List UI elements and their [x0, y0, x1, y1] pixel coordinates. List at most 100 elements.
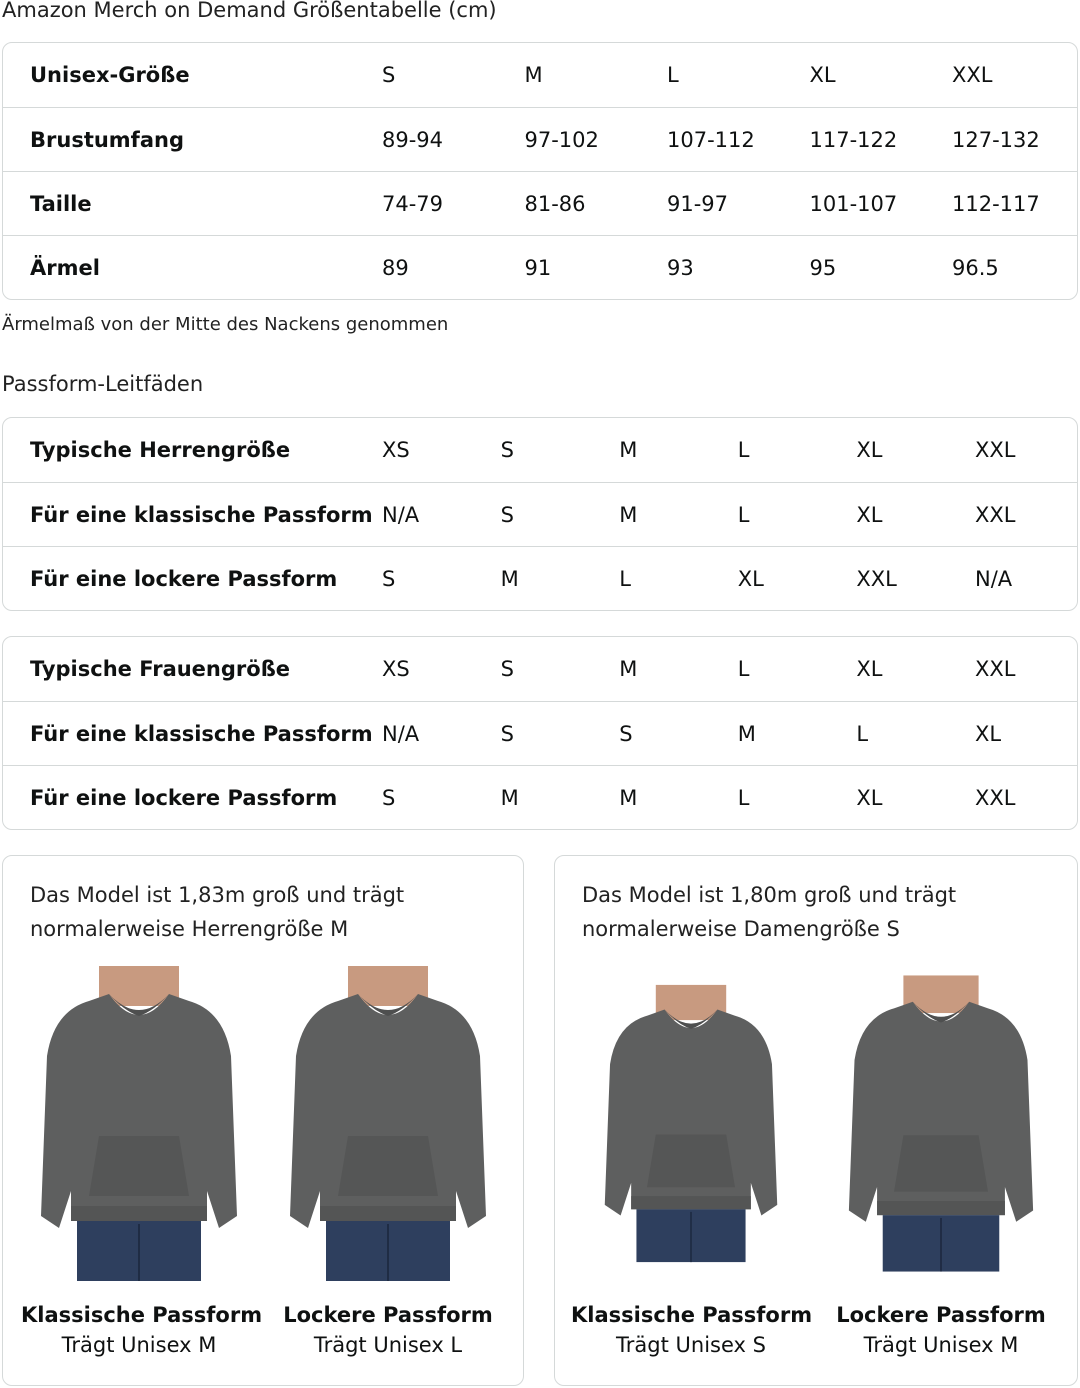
- table-row: Unisex-Größe S M L XL XXL: [3, 43, 1077, 107]
- table-cell: XXL: [975, 785, 1016, 810]
- table-cell: 96.5: [952, 255, 999, 280]
- row-label: Typische Herrengröße: [30, 438, 291, 462]
- table-cell: 91: [524, 255, 552, 280]
- table-cell: 95: [809, 255, 837, 280]
- table-row: Taille 74-79 81-86 91-97 101-107 112-117: [3, 171, 1077, 235]
- table-cell: M: [619, 502, 638, 527]
- table-cell: M: [619, 438, 638, 462]
- wears-label: Trägt Unisex M: [863, 1333, 1019, 1357]
- hoodie-photo: [39, 966, 239, 1281]
- table-cell: XXL: [975, 657, 1016, 681]
- table-cell: L: [737, 438, 750, 462]
- model-description: normalerweise Damengröße S: [582, 917, 900, 941]
- table-cell: L: [667, 63, 679, 87]
- table-cell: XL: [737, 566, 764, 591]
- table-cell: 97-102: [524, 127, 599, 152]
- wears-label: Trägt Unisex S: [616, 1333, 766, 1357]
- row-label: Brustumfang: [30, 127, 184, 152]
- table-cell: M: [500, 785, 519, 810]
- table-cell: XL: [975, 721, 1002, 746]
- table-cell: 117-122: [809, 127, 898, 152]
- model-figure: Lockere Passform Trägt Unisex L: [273, 966, 503, 1357]
- wears-label: Trägt Unisex L: [313, 1333, 463, 1357]
- table-cell: 112-117: [952, 191, 1040, 216]
- table-cell: S: [500, 438, 514, 462]
- table-cell: XXL: [975, 502, 1016, 527]
- table-cell: XXL: [856, 566, 897, 591]
- men-fit-table: Typische Herrengröße XS S M L XL XXL Für eine k…: [2, 417, 1078, 611]
- table-row: Für eine klassische Passform N/A S S M L XL: [3, 701, 1077, 765]
- table-cell: 127-132: [952, 127, 1040, 152]
- row-label: Typische Frauengröße: [30, 657, 291, 681]
- hoodie-photo: [847, 966, 1035, 1281]
- table-row: Typische Frauengröße XS S M L XL XXL: [3, 637, 1077, 701]
- table-row: Typische Herrengröße XS S M L XL XXL: [3, 418, 1077, 482]
- row-label: Für eine klassische Passform: [30, 721, 373, 746]
- table-cell: 107-112: [667, 127, 755, 152]
- table-cell: XL: [856, 438, 883, 462]
- model-card-men: Das Model ist 1,83m groß und trägt normal…: [2, 855, 524, 1386]
- fit-label: Lockere Passform: [283, 1303, 493, 1327]
- table-cell: N/A: [382, 502, 420, 527]
- table-cell: XL: [856, 657, 883, 681]
- table-cell: 93: [667, 255, 694, 280]
- table-cell: 89: [382, 255, 409, 280]
- model-figure: Klassische Passform Trägt Unisex M: [21, 966, 263, 1357]
- table-cell: M: [737, 721, 756, 746]
- table-cell: L: [856, 721, 869, 746]
- model-card-women: Das Model ist 1,80m groß und trägt normal…: [554, 855, 1078, 1386]
- table-cell: N/A: [975, 566, 1013, 591]
- table-cell: M: [524, 63, 543, 87]
- table-row: Für eine lockere Passform S M M L XL XXL: [3, 765, 1077, 829]
- table-cell: S: [382, 566, 396, 591]
- table-cell: L: [737, 785, 750, 810]
- table-cell: M: [619, 657, 638, 681]
- table-row: Brustumfang 89-94 97-102 107-112 117-122 127-…: [3, 107, 1077, 171]
- table-row: Ärmel 89 91 93 95 96.5: [3, 235, 1077, 299]
- row-label: Ärmel: [30, 255, 100, 280]
- table-cell: S: [500, 657, 514, 681]
- table-cell: XXL: [975, 438, 1016, 462]
- row-label: Unisex-Größe: [30, 63, 190, 87]
- table-cell: XL: [856, 785, 883, 810]
- table-cell: 74-79: [382, 191, 444, 216]
- table-cell: 89-94: [382, 127, 444, 152]
- row-label: Taille: [30, 191, 92, 216]
- table-cell: L: [737, 502, 750, 527]
- table-cell: S: [500, 721, 514, 746]
- model-description: normalerweise Herrengröße M: [30, 917, 349, 941]
- table-cell: S: [382, 63, 396, 87]
- model-description: Das Model ist 1,80m groß und trägt: [582, 883, 957, 907]
- table-cell: L: [737, 657, 750, 681]
- wears-label: Trägt Unisex M: [61, 1333, 217, 1357]
- page-title: Amazon Merch on Demand Größentabelle (cm…: [2, 0, 497, 22]
- fit-label: Lockere Passform: [836, 1303, 1046, 1327]
- table-cell: L: [619, 566, 631, 591]
- table-cell: 101-107: [809, 191, 898, 216]
- table-cell: N/A: [382, 721, 420, 746]
- hoodie-photo: [283, 966, 493, 1281]
- table-cell: S: [619, 721, 633, 746]
- sleeve-note: Ärmelmaß von der Mitte des Nackens genom…: [2, 314, 449, 335]
- size-table: Unisex-Größe S M L XL XXL Brustumfang 89-94 97-1…: [2, 42, 1078, 300]
- model-figure: Lockere Passform Trägt Unisex M: [830, 966, 1052, 1357]
- table-cell: S: [500, 502, 514, 527]
- row-label: Für eine klassische Passform: [30, 502, 373, 527]
- table-cell: XS: [382, 438, 410, 462]
- table-row: Für eine klassische Passform N/A S M L XL XXL: [3, 482, 1077, 546]
- fit-guides-heading: Passform-Leitfäden: [2, 372, 204, 396]
- hoodie-photo: [603, 966, 779, 1281]
- table-cell: XL: [809, 63, 836, 87]
- women-fit-table: Typische Frauengröße XS S M L XL XXL Für eine k…: [2, 636, 1078, 830]
- table-cell: 91-97: [667, 191, 729, 216]
- fit-label: Klassische Passform: [571, 1303, 813, 1327]
- fit-label: Klassische Passform: [21, 1303, 263, 1327]
- table-cell: XS: [382, 657, 410, 681]
- table-cell: M: [500, 566, 519, 591]
- row-label: Für eine lockere Passform: [30, 785, 338, 810]
- table-cell: M: [619, 785, 638, 810]
- table-cell: XXL: [952, 63, 993, 87]
- model-description: Das Model ist 1,83m groß und trägt: [30, 883, 405, 907]
- table-cell: 81-86: [524, 191, 586, 216]
- table-row: Für eine lockere Passform S M L XL XXL N/A: [3, 546, 1077, 610]
